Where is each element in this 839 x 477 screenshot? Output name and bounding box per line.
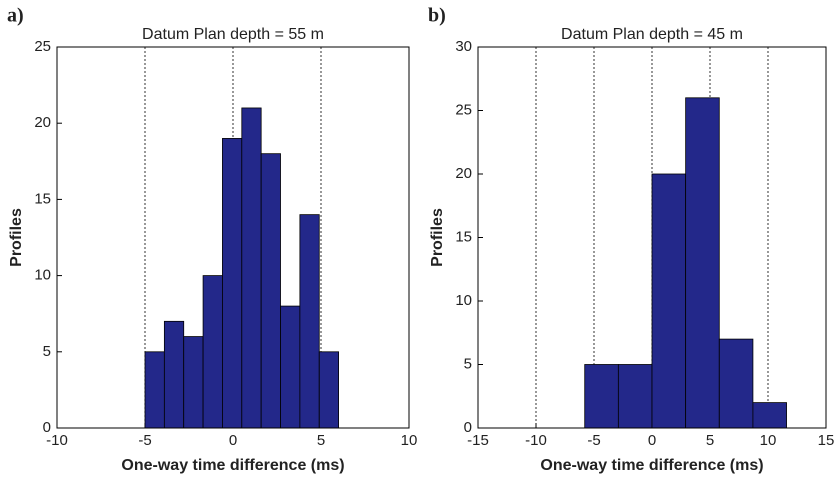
bar <box>241 107 262 429</box>
y-tick-label: 20 <box>34 114 51 131</box>
y-tick-label: 0 <box>464 419 472 436</box>
x-tick-label: -5 <box>587 432 600 449</box>
plot-frame <box>56 46 410 429</box>
x-tick-label: 0 <box>648 432 656 449</box>
y-tick-label: 10 <box>455 292 472 309</box>
chart-title: Datum Plan depth = 45 m <box>561 26 743 43</box>
x-tick-label: 5 <box>317 432 325 449</box>
x-tick-label: 5 <box>706 432 714 449</box>
x-tick-label: 0 <box>229 432 237 449</box>
bar <box>260 153 281 429</box>
bar <box>718 338 754 429</box>
y-tick-label: 15 <box>34 190 51 207</box>
x-tick-label: -10 <box>525 432 547 449</box>
bar <box>617 364 653 429</box>
bar <box>163 320 185 429</box>
bar <box>651 173 687 429</box>
x-tick-label: 15 <box>818 432 835 449</box>
bar <box>222 138 243 429</box>
y-tick-label: 15 <box>455 228 472 245</box>
y-tick-label: 10 <box>34 267 51 284</box>
y-tick-label: 20 <box>455 165 472 182</box>
bar <box>299 214 320 429</box>
x-tick-label: -10 <box>46 432 68 449</box>
bar <box>318 351 339 429</box>
y-axis-label: Profiles <box>429 208 446 267</box>
bar <box>183 336 204 429</box>
x-axis-label: One-way time difference (ms) <box>121 457 344 474</box>
plot-frame <box>477 46 827 429</box>
y-tick-label: 5 <box>464 355 472 372</box>
y-tick-label: 25 <box>34 38 51 55</box>
y-axis-label: Profiles <box>8 208 25 267</box>
bar <box>280 305 301 429</box>
bar <box>144 351 165 429</box>
panel-label: b) <box>428 5 446 27</box>
x-tick-label: -5 <box>138 432 151 449</box>
chart-title: Datum Plan depth = 55 m <box>142 26 324 43</box>
x-tick-label: 10 <box>760 432 777 449</box>
bar <box>752 402 787 429</box>
y-tick-label: 30 <box>455 38 472 55</box>
y-tick-label: 5 <box>43 343 51 360</box>
x-axis-label: One-way time difference (ms) <box>540 457 763 474</box>
x-tick-label: -15 <box>467 432 489 449</box>
panel-label: a) <box>7 5 24 27</box>
y-tick-label: 0 <box>43 419 51 436</box>
x-tick-label: 10 <box>401 432 418 449</box>
y-tick-label: 25 <box>455 101 472 118</box>
bar <box>202 275 223 429</box>
bar <box>685 97 720 429</box>
bar <box>584 364 619 429</box>
